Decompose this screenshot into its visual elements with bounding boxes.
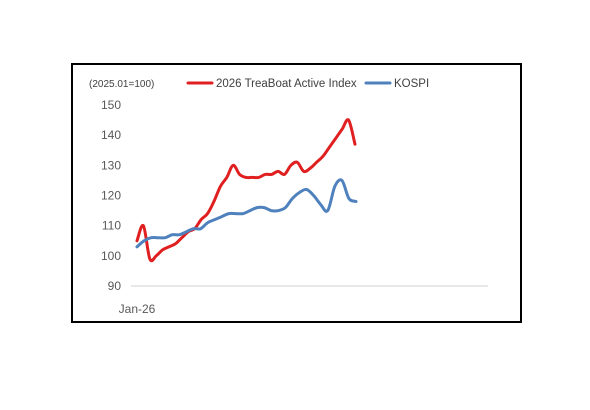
y-tick-label: 150 [101, 98, 121, 112]
legend: 2026 TreaBoat Active Index KOSPI [186, 78, 429, 90]
legend-label-treaboat: 2026 TreaBoat Active Index [216, 78, 357, 90]
legend-label-kospi: KOSPI [394, 78, 429, 90]
y-axis-ticks: 90 100 110 120 130 140 150 [101, 98, 121, 293]
series-line-kospi [135, 178, 358, 249]
x-tick-label: Jan-26 [119, 302, 156, 316]
y-tick-label: 120 [101, 189, 121, 203]
series-line-treaboat [135, 118, 357, 263]
y-tick-label: 130 [101, 158, 121, 172]
y-tick-label: 110 [102, 219, 121, 233]
series-lines [135, 118, 358, 263]
y-tick-label: 90 [108, 279, 122, 293]
y-tick-label: 140 [101, 128, 121, 142]
y-tick-label: 100 [101, 249, 121, 263]
unit-note: (2025.01=100) [89, 79, 154, 90]
